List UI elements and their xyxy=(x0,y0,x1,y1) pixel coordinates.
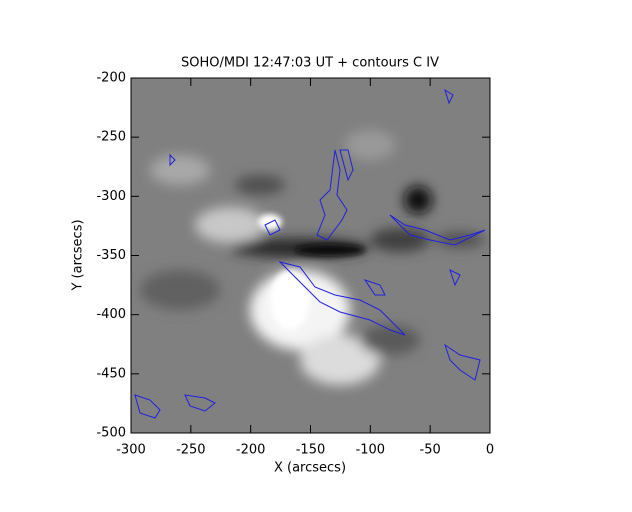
x-tick-label: -250 xyxy=(176,443,206,458)
y-tick-label: -250 xyxy=(96,130,126,145)
x-tick-label: -200 xyxy=(236,443,266,458)
magnetogram xyxy=(131,78,490,433)
y-axis-label: Y (arcsecs) xyxy=(71,219,86,291)
x-tick-label: 0 xyxy=(486,443,494,458)
x-tick-label: -150 xyxy=(296,443,326,458)
x-tick-label: -100 xyxy=(356,443,386,458)
y-tick-label: -350 xyxy=(96,248,126,263)
y-tick-label: -450 xyxy=(96,366,126,381)
x-tick-label: -50 xyxy=(420,443,441,458)
y-tick-label: -400 xyxy=(96,307,126,322)
y-tick-label: -300 xyxy=(96,189,126,204)
y-tick-label: -500 xyxy=(96,426,126,441)
x-tick-label: -300 xyxy=(116,443,146,458)
x-axis-label: X (arcsecs) xyxy=(274,461,346,476)
chart-title: SOHO/MDI 12:47:03 UT + contours C IV xyxy=(181,56,439,71)
y-tick-label: -200 xyxy=(96,71,126,86)
contours xyxy=(134,88,486,419)
